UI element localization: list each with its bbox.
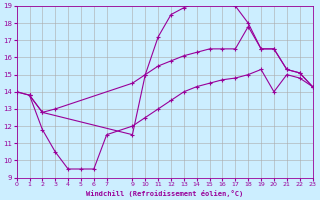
X-axis label: Windchill (Refroidissement éolien,°C): Windchill (Refroidissement éolien,°C) [86,190,243,197]
